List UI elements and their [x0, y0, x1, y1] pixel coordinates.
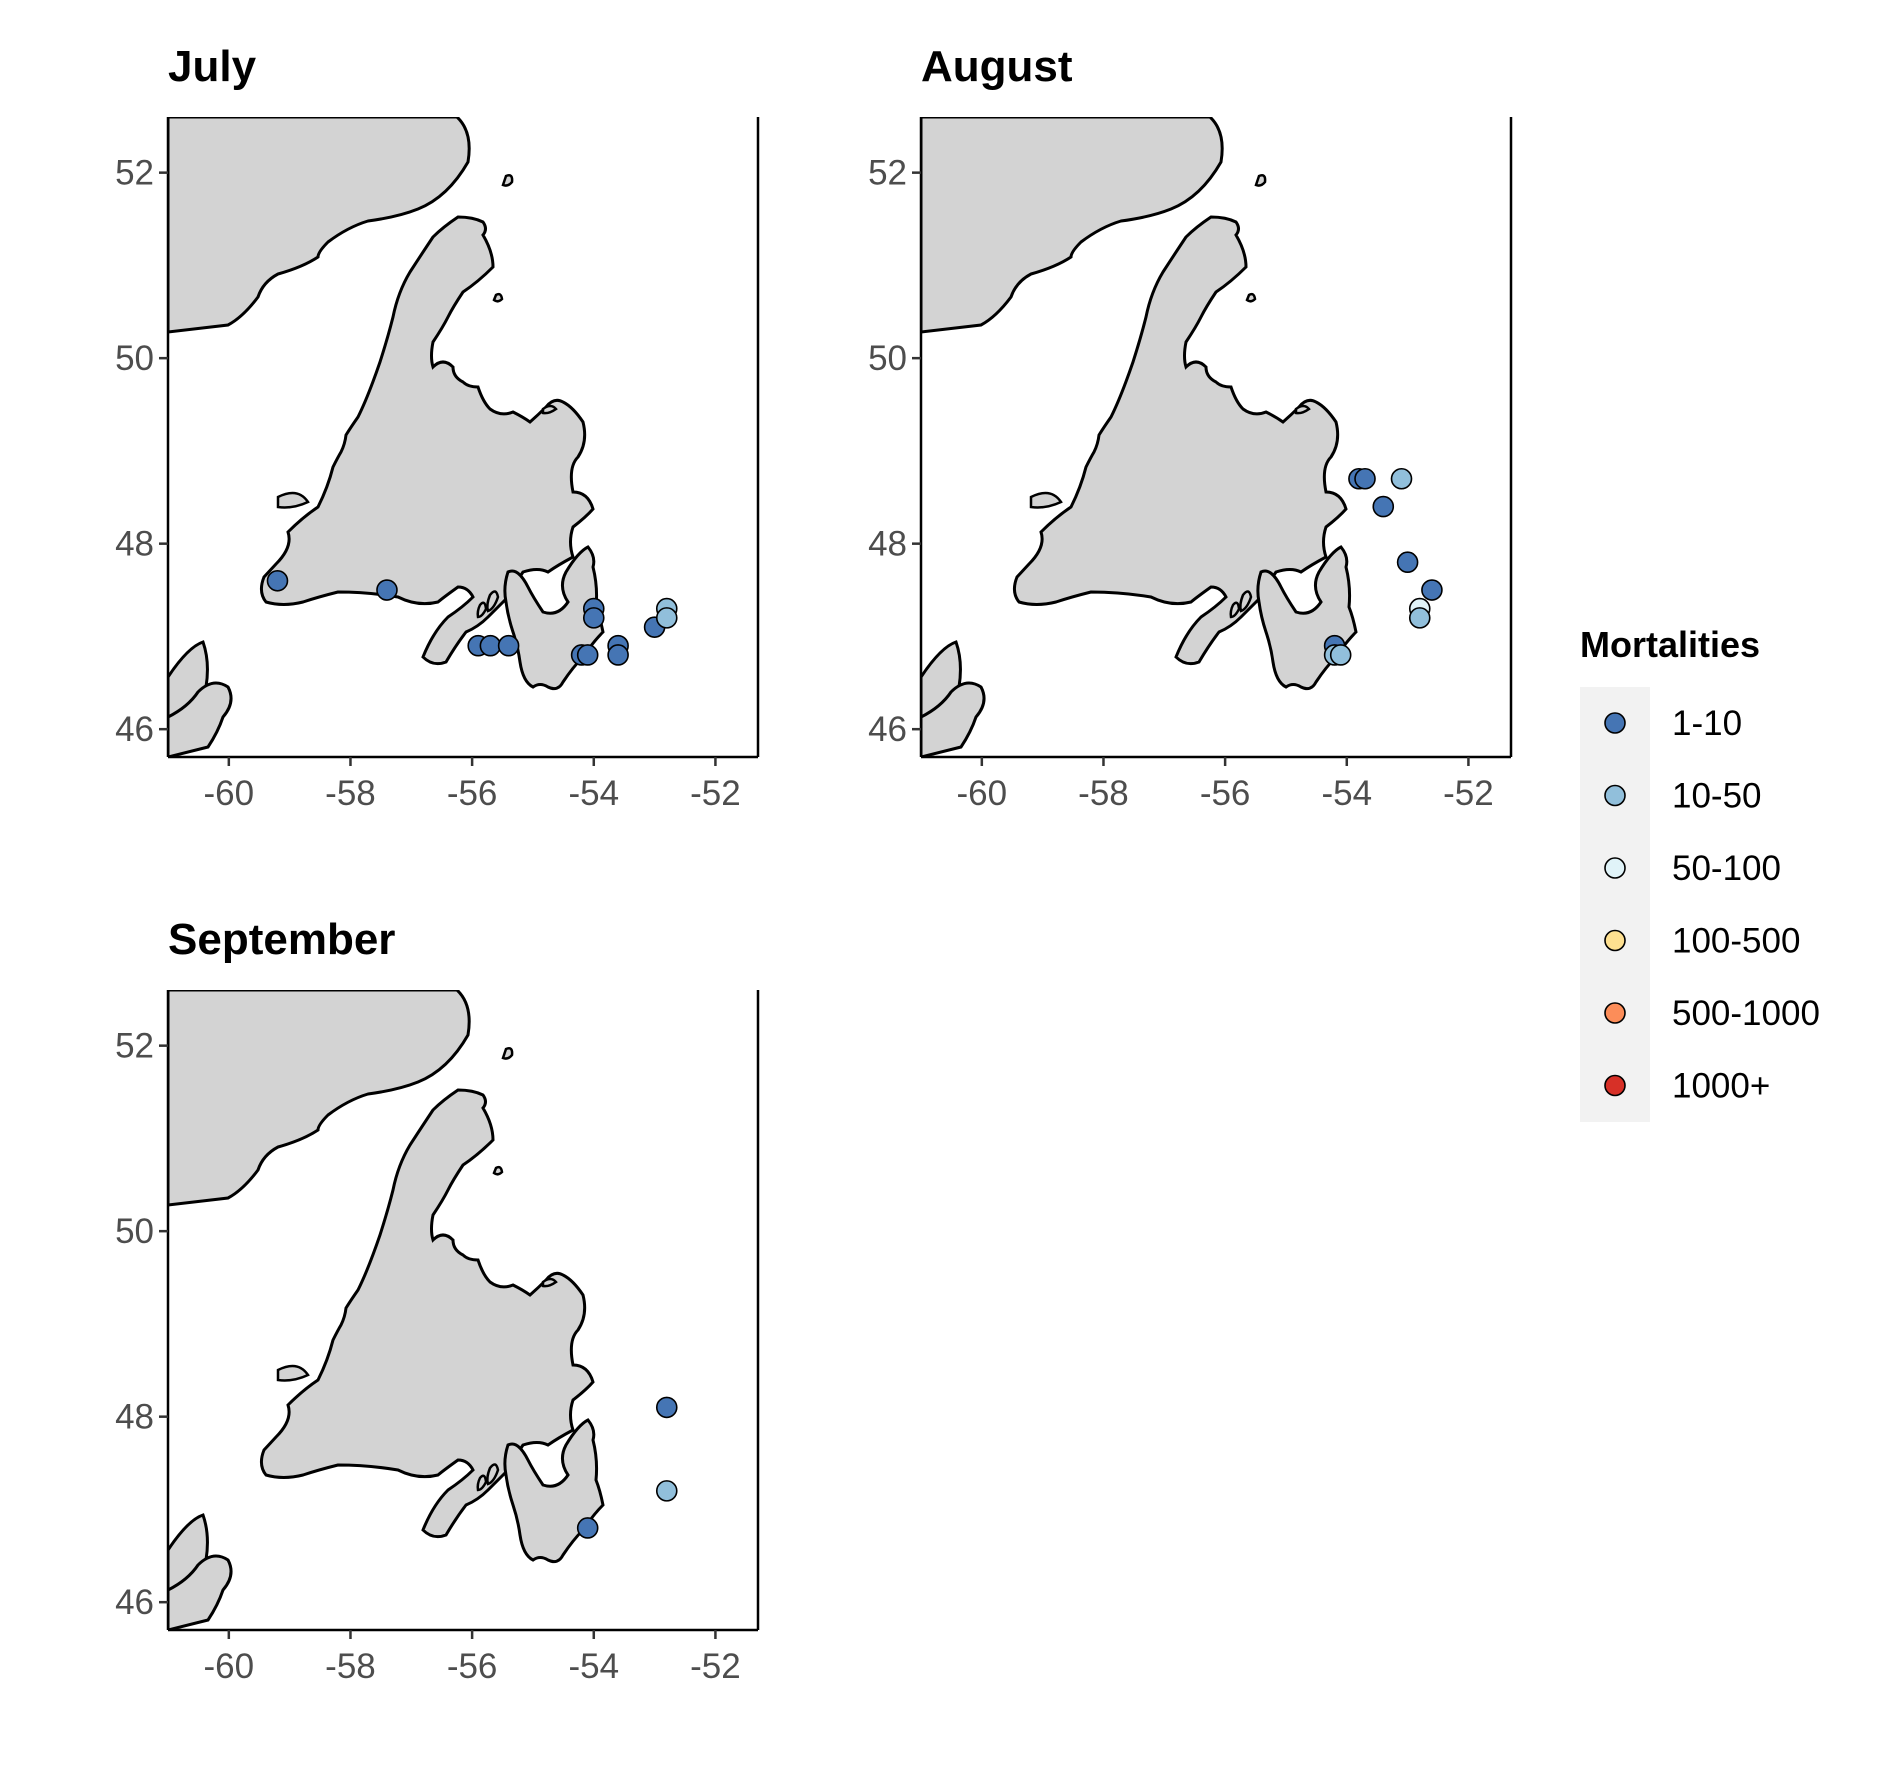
y-tick-label: 52: [868, 154, 907, 193]
legend-label: 500-1000: [1672, 994, 1820, 1033]
x-tick-label: -56: [1200, 774, 1251, 813]
legend-title: Mortalities: [1580, 624, 1760, 665]
x-tick-label: -52: [1443, 774, 1494, 813]
legend-label: 1000+: [1672, 1067, 1770, 1106]
map-panel-september: September -60 -58 -56 -54 -52 46 48 50 52: [115, 915, 760, 1686]
legend-key-dot: [1604, 1002, 1626, 1024]
mortality-point: [1390, 467, 1413, 490]
legend-key-dot: [1604, 857, 1626, 879]
y-tick-label: 48: [115, 1398, 154, 1437]
y-tick-label: 50: [868, 339, 907, 378]
legend-label: 1-10: [1672, 704, 1742, 743]
panel-title: July: [168, 42, 257, 91]
map-panel-july: July -60 -58 -56 -54 -52 46 48 50 52: [115, 42, 760, 813]
mortality-point: [266, 569, 289, 592]
x-tick-label: -56: [447, 1647, 498, 1686]
y-tick-label: 52: [115, 1027, 154, 1066]
mortality-point: [607, 644, 629, 666]
y-tick-label: 46: [115, 710, 154, 749]
mortality-point: [1329, 644, 1352, 666]
y-tick-label: 48: [115, 525, 154, 564]
mortality-point: [1354, 467, 1376, 490]
x-tick-label: -60: [204, 774, 255, 813]
mortality-point: [497, 634, 520, 657]
panel-title: September: [168, 915, 395, 964]
x-tick-label: -58: [325, 774, 376, 813]
legend-key-dot: [1604, 929, 1626, 952]
mortality-point: [376, 579, 398, 601]
legend-key-dot: [1604, 1074, 1626, 1097]
x-tick-label: -54: [1321, 774, 1372, 813]
mortality-point: [582, 607, 605, 629]
x-tick-label: -56: [447, 774, 498, 813]
x-tick-label: -60: [204, 1647, 255, 1686]
mortality-point: [1421, 579, 1443, 601]
legend-label: 10-50: [1672, 777, 1762, 816]
legend-label: 50-100: [1672, 849, 1781, 888]
x-tick-label: -54: [568, 1647, 619, 1686]
legend-key-dot: [1604, 712, 1626, 734]
x-tick-label: -52: [690, 1647, 741, 1686]
map-panel-august: August -60 -58 -56 -54 -52 46 48 50 52: [868, 42, 1513, 813]
legend: Mortalities 1-10 10-50 50-100 100-500 500-10…: [1580, 624, 1820, 1122]
legend-label: 100-500: [1672, 922, 1800, 961]
mortality-point: [655, 1480, 678, 1502]
y-tick-label: 46: [868, 710, 907, 749]
mortality-point: [576, 644, 599, 666]
mortality-point: [576, 1517, 599, 1539]
y-tick-label: 46: [115, 1583, 154, 1622]
mortality-point: [1396, 551, 1419, 574]
mortality-point: [655, 607, 678, 629]
y-tick-label: 48: [868, 525, 907, 564]
x-tick-label: -58: [1078, 774, 1129, 813]
mortality-point: [479, 634, 502, 657]
mortality-point: [655, 1396, 678, 1419]
legend-key-background: [1580, 687, 1650, 1122]
panel-title: August: [921, 42, 1073, 91]
y-tick-label: 50: [115, 1212, 154, 1251]
mortality-point: [1408, 607, 1431, 629]
x-tick-label: -52: [690, 774, 741, 813]
y-tick-label: 52: [115, 154, 154, 193]
x-tick-label: -54: [568, 774, 619, 813]
legend-key-dot: [1604, 784, 1626, 807]
x-tick-label: -60: [957, 774, 1008, 813]
y-tick-label: 50: [115, 339, 154, 378]
x-tick-label: -58: [325, 1647, 376, 1686]
mortality-point: [1372, 495, 1395, 518]
